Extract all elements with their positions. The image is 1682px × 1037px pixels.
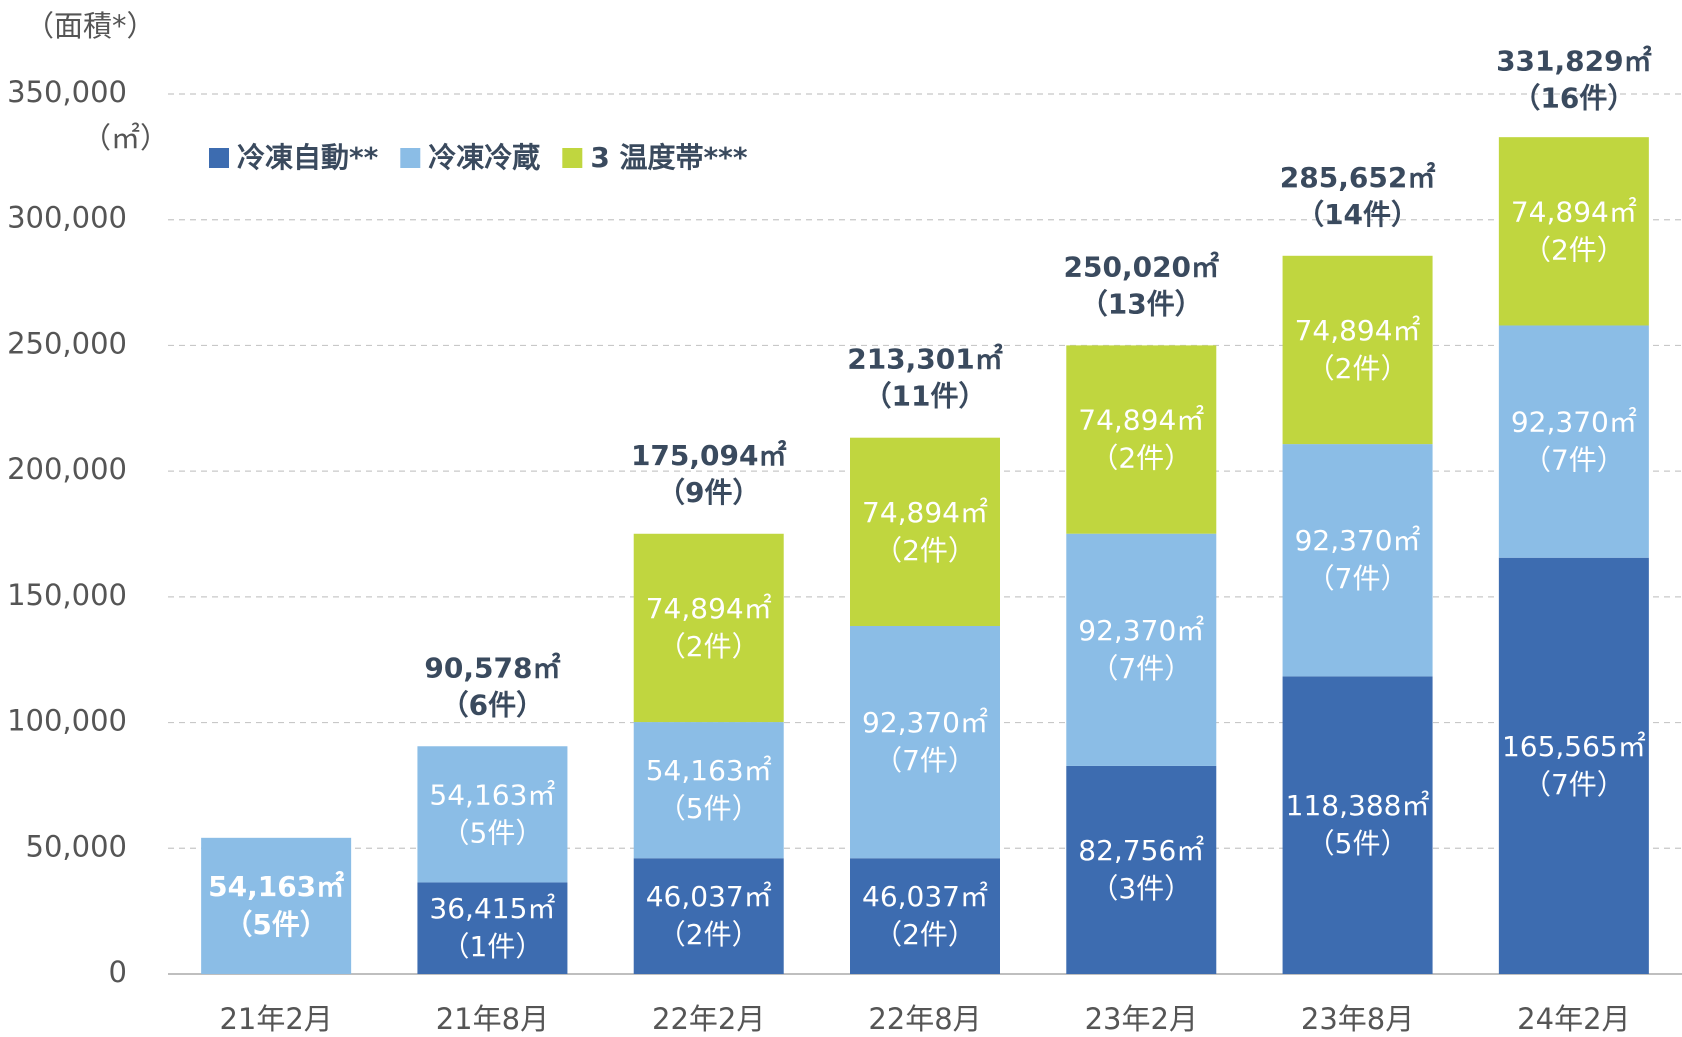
- segment-count-label: （5件）: [442, 816, 544, 849]
- bar-segment: [1066, 533, 1217, 766]
- segment-value-label: 74,894㎡: [1295, 314, 1421, 347]
- y-tick-label: 200,000: [7, 452, 127, 486]
- bar-segment: [1282, 676, 1433, 974]
- segment-value-label: 165,565㎡: [1502, 730, 1646, 763]
- y-tick-label: 0: [109, 955, 127, 989]
- bar-segment: [633, 858, 784, 974]
- total-label: 285,652㎡: [1280, 161, 1436, 194]
- segment-value-label: 74,894㎡: [862, 496, 988, 529]
- segment-value-label: 36,415㎡: [429, 892, 555, 925]
- total-count-label: （13件）: [1080, 287, 1203, 320]
- y-tick-label: 300,000: [7, 201, 127, 235]
- bar-segment: [417, 882, 568, 974]
- y-tick-label: 150,000: [7, 578, 127, 612]
- legend-swatch: [562, 148, 583, 168]
- segment-count-label: （7件）: [1307, 562, 1409, 595]
- y-unit-label: （㎡）: [82, 121, 169, 155]
- total-label: 213,301㎡: [847, 343, 1003, 376]
- segment-count-label: （5件）: [1307, 827, 1409, 860]
- x-tick-label: 21年8月: [436, 1002, 549, 1036]
- bar-segment: [1498, 557, 1649, 974]
- segment-count-label: （2件）: [658, 630, 760, 663]
- legend-swatch: [400, 148, 421, 168]
- bar-segment: [1282, 444, 1433, 677]
- y-tick-label: 350,000: [7, 75, 127, 109]
- segment-value-label: 46,037㎡: [862, 880, 988, 913]
- x-tick-label: 24年2月: [1517, 1002, 1630, 1036]
- x-tick-label: 23年8月: [1301, 1002, 1414, 1036]
- segment-value-label: 74,894㎡: [646, 592, 772, 625]
- segment-count-label: （1件）: [442, 930, 544, 963]
- segment-count-label: （2件）: [1307, 352, 1409, 385]
- bar-segment: [1498, 325, 1649, 558]
- segment-value-label: 92,370㎡: [1295, 524, 1421, 557]
- x-tick-label: 21年2月: [219, 1002, 332, 1036]
- segment-value-label: 92,370㎡: [1078, 614, 1204, 647]
- y-axis-title: （面積*）: [25, 9, 156, 43]
- segment-value-label: 54,163㎡: [429, 778, 555, 811]
- bar-segment: [1498, 137, 1649, 326]
- bar-segment: [1066, 345, 1217, 534]
- x-tick-label: 22年2月: [652, 1002, 765, 1036]
- legend-label: 3 温度帯***: [590, 141, 748, 174]
- total-count-label: （16件）: [1512, 82, 1635, 115]
- segment-count-label: （5件）: [658, 792, 760, 825]
- total-label: 331,829㎡: [1496, 45, 1652, 78]
- total-label: 54,163㎡: [208, 870, 344, 903]
- bar-segment: [633, 722, 784, 859]
- segment-count-label: （2件）: [1523, 233, 1625, 266]
- segment-count-label: （7件）: [874, 744, 976, 777]
- segment-value-label: 74,894㎡: [1078, 404, 1204, 437]
- x-tick-label: 23年2月: [1085, 1002, 1198, 1036]
- bar-segment: [850, 437, 1000, 627]
- bar-segment: [201, 837, 352, 974]
- total-count-label: （11件）: [864, 380, 987, 413]
- bar-segment: [1066, 765, 1217, 974]
- segment-count-label: （7件）: [1090, 652, 1192, 685]
- y-tick-label: 100,000: [7, 704, 127, 738]
- segment-value-label: 46,037㎡: [646, 880, 772, 913]
- x-tick-label: 22年8月: [868, 1002, 981, 1036]
- total-count-label: （14件）: [1296, 198, 1419, 231]
- segment-value-label: 82,756㎡: [1078, 834, 1204, 867]
- segment-count-label: （2件）: [1090, 442, 1192, 475]
- total-count-label: （5件）: [224, 908, 327, 941]
- total-label: 90,578㎡: [424, 651, 560, 684]
- segment-value-label: 92,370㎡: [862, 706, 988, 739]
- y-tick-label: 50,000: [26, 829, 127, 863]
- legend-swatch: [209, 148, 229, 168]
- segment-count-label: （2件）: [874, 918, 976, 951]
- total-label: 175,094㎡: [631, 439, 787, 472]
- bar-segment: [1282, 255, 1433, 445]
- segment-value-label: 74,894㎡: [1511, 195, 1637, 228]
- segment-count-label: （3件）: [1090, 872, 1192, 905]
- total-label: 250,020㎡: [1064, 250, 1220, 283]
- segment-value-label: 118,388㎡: [1286, 789, 1430, 822]
- legend-label: 冷凍冷蔵: [428, 141, 540, 174]
- legend-label: 冷凍自動**: [237, 141, 379, 174]
- segment-count-label: （7件）: [1523, 768, 1625, 801]
- y-tick-label: 250,000: [7, 326, 127, 360]
- total-count-label: （6件）: [441, 688, 544, 721]
- segment-value-label: 92,370㎡: [1511, 406, 1637, 439]
- segment-count-label: （7件）: [1523, 444, 1625, 477]
- bar-segment: [417, 746, 568, 883]
- bar-segment: [850, 858, 1000, 974]
- bar-segment: [850, 626, 1000, 859]
- segment-value-label: 54,163㎡: [646, 754, 772, 787]
- segment-count-label: （2件）: [874, 534, 976, 567]
- bar-segment: [633, 533, 784, 723]
- total-count-label: （9件）: [657, 476, 760, 509]
- segment-count-label: （2件）: [658, 918, 760, 951]
